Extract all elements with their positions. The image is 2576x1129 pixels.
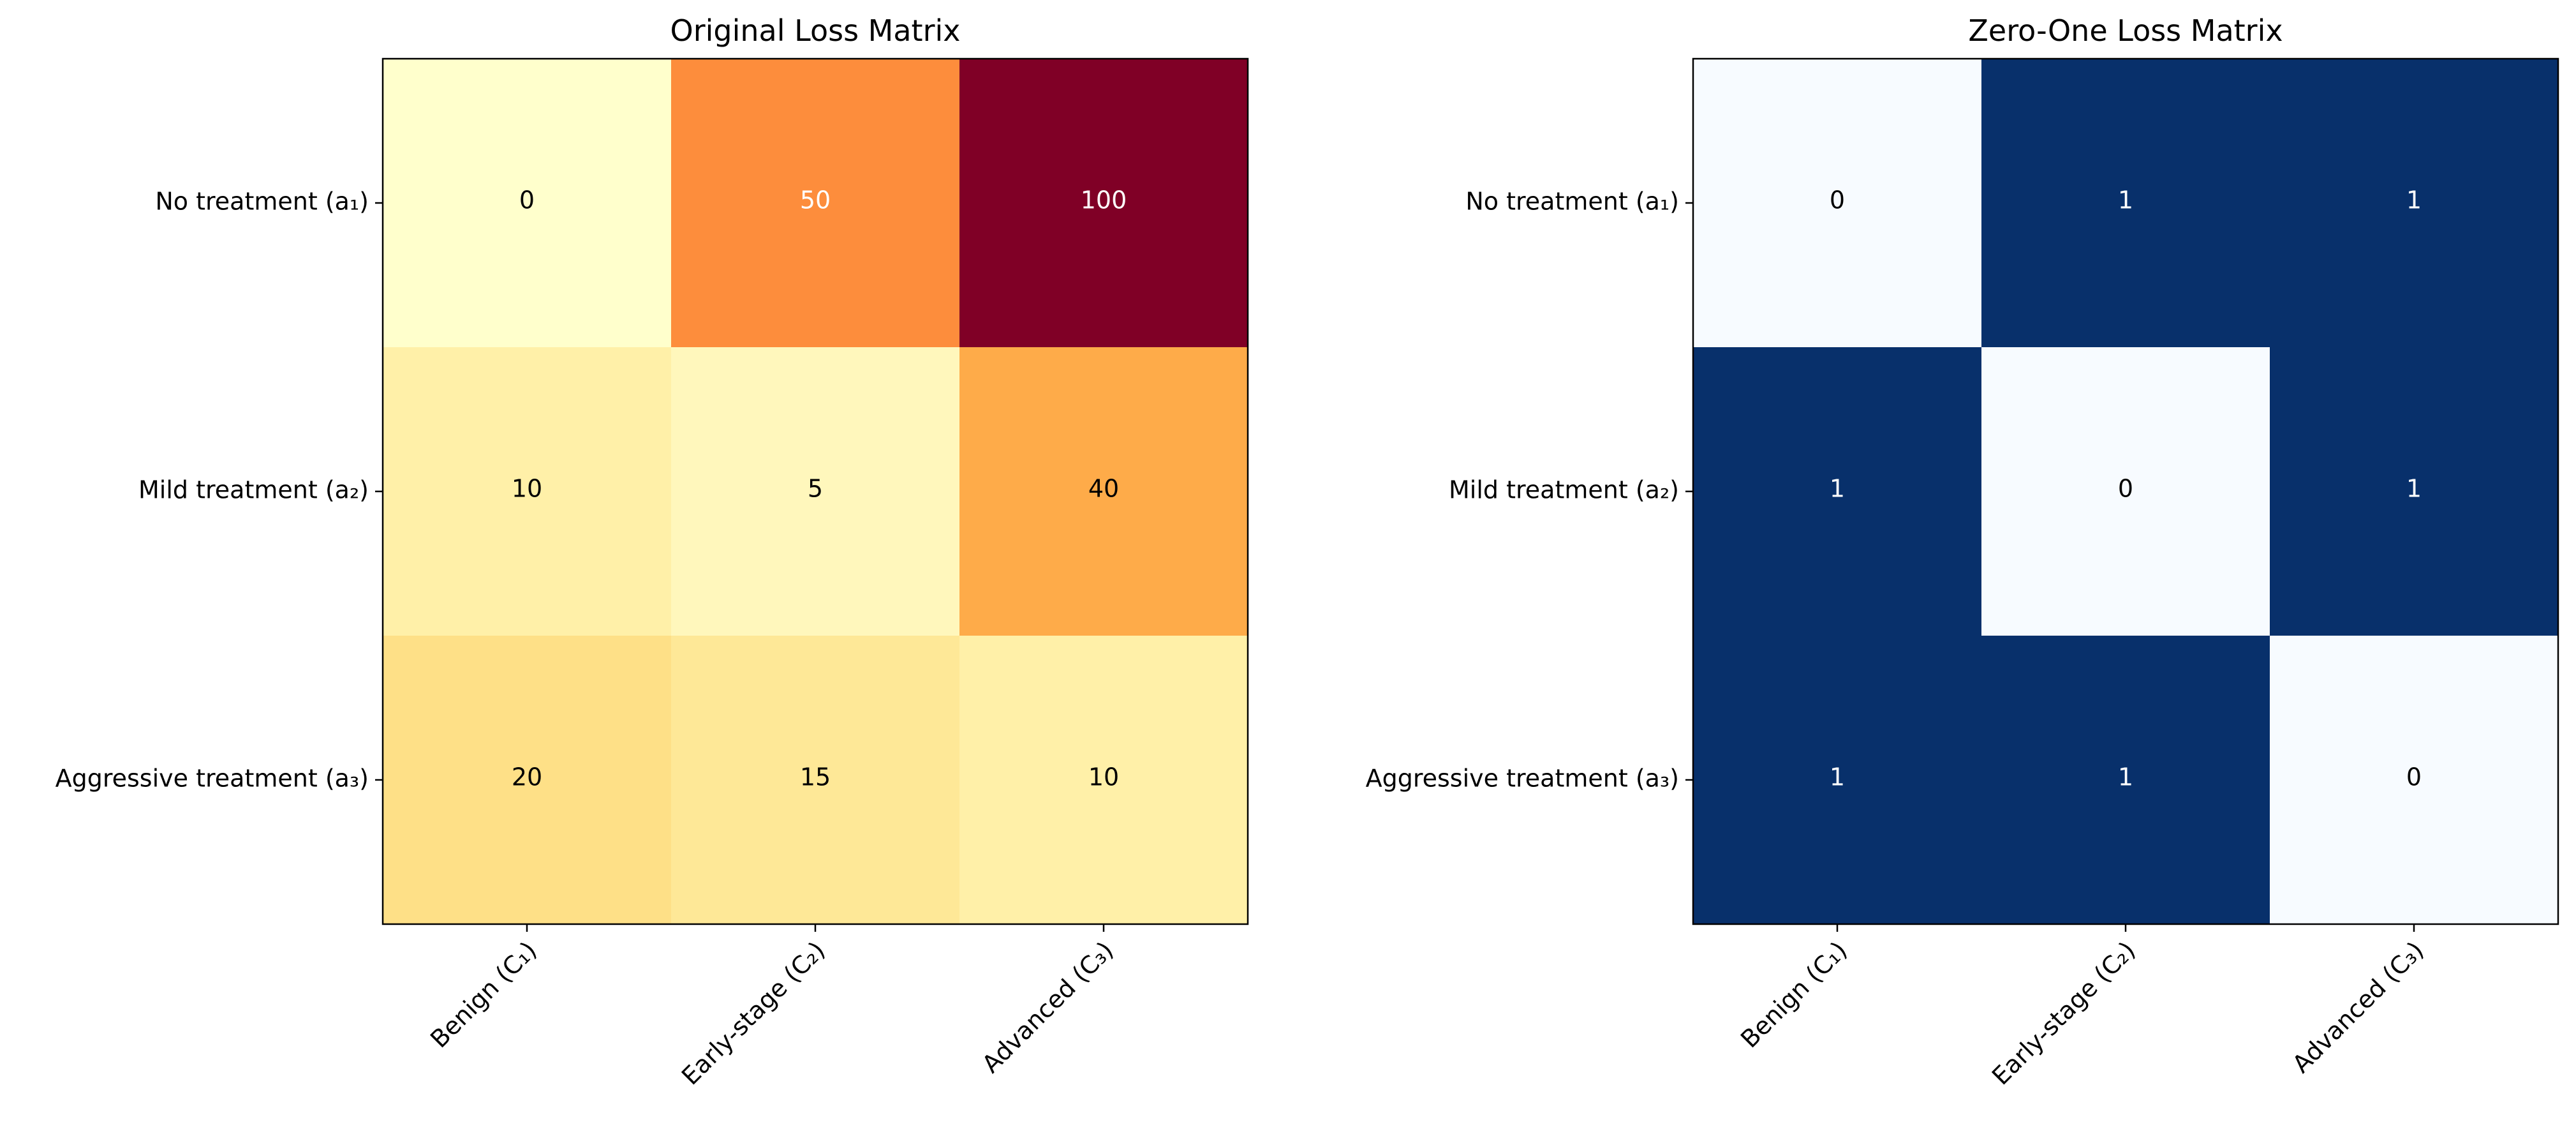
x-tick-label: Early-stage (C₂) xyxy=(1987,936,2141,1091)
y-tick-label: Mild treatment (a₂) xyxy=(138,476,369,504)
y-tick-label: Aggressive treatment (a₃) xyxy=(1366,765,1679,793)
cell-value-label: 0 xyxy=(519,186,535,214)
y-tick-label: No treatment (a₁) xyxy=(155,188,369,216)
heatmap-cell xyxy=(671,59,960,348)
cell-value-label: 1 xyxy=(2118,763,2133,791)
heatmap-cell xyxy=(383,347,672,636)
heatmap-cell xyxy=(1981,636,2270,925)
heatmap-cell xyxy=(671,636,960,925)
x-tick-label: Advanced (C₃) xyxy=(2287,936,2429,1079)
x-tick-label: Benign (C₁) xyxy=(1735,936,1853,1054)
cell-value-label: 1 xyxy=(1830,475,1845,503)
cell-value-label: 50 xyxy=(800,186,831,214)
y-tick-label: Aggressive treatment (a₃) xyxy=(56,765,369,793)
y-tick-label: No treatment (a₁) xyxy=(1465,188,1679,216)
cell-value-label: 1 xyxy=(2118,186,2133,214)
cell-value-label: 100 xyxy=(1081,186,1127,214)
cell-value-label: 1 xyxy=(2406,186,2422,214)
heatmap-cell xyxy=(671,347,960,636)
cell-value-label: 10 xyxy=(512,475,542,503)
cell-value-label: 5 xyxy=(808,475,823,503)
cell-value-label: 10 xyxy=(1088,763,1119,791)
heatmap-panel-1: 0 50 100 10 5 40 20 15 10 Original Loss Matrix No … xyxy=(56,13,1249,1091)
heatmap-cell xyxy=(1693,59,1982,348)
chart-title: Original Loss Matrix xyxy=(670,13,961,48)
x-tick-label: Early-stage (C₂) xyxy=(676,936,831,1091)
x-tick-label: Benign (C₁) xyxy=(425,936,542,1054)
heatmap-panel-2: 0 1 1 1 0 1 1 1 0 Zero-One Loss Matrix No treatmen… xyxy=(1366,13,2559,1091)
x-tick-label: Advanced (C₃) xyxy=(977,936,1119,1079)
cell-value-label: 40 xyxy=(1088,475,1119,503)
cell-value-label: 20 xyxy=(512,763,542,791)
cell-value-label: 1 xyxy=(1830,763,1845,791)
heatmap-cell xyxy=(1693,347,1982,636)
heatmap-cell xyxy=(959,59,1248,348)
y-tick-label: Mild treatment (a₂) xyxy=(1449,476,1679,504)
heatmap-cell xyxy=(959,347,1248,636)
cell-value-label: 0 xyxy=(1830,186,1845,214)
cell-value-label: 0 xyxy=(2118,475,2133,503)
heatmap-cell xyxy=(2270,59,2559,348)
heatmap-cell xyxy=(383,636,672,925)
heatmap-cell xyxy=(1981,347,2270,636)
heatmap-cell xyxy=(959,636,1248,925)
chart-title: Zero-One Loss Matrix xyxy=(1968,13,2283,48)
heatmap-cell xyxy=(2270,347,2559,636)
heatmap-cell xyxy=(1981,59,2270,348)
cell-value-label: 0 xyxy=(2406,763,2422,791)
cell-value-label: 1 xyxy=(2406,475,2422,503)
heatmap-cell xyxy=(1693,636,1982,925)
cell-value-label: 15 xyxy=(800,763,831,791)
heatmap-cell xyxy=(2270,636,2559,925)
heatmap-cell xyxy=(383,59,672,348)
